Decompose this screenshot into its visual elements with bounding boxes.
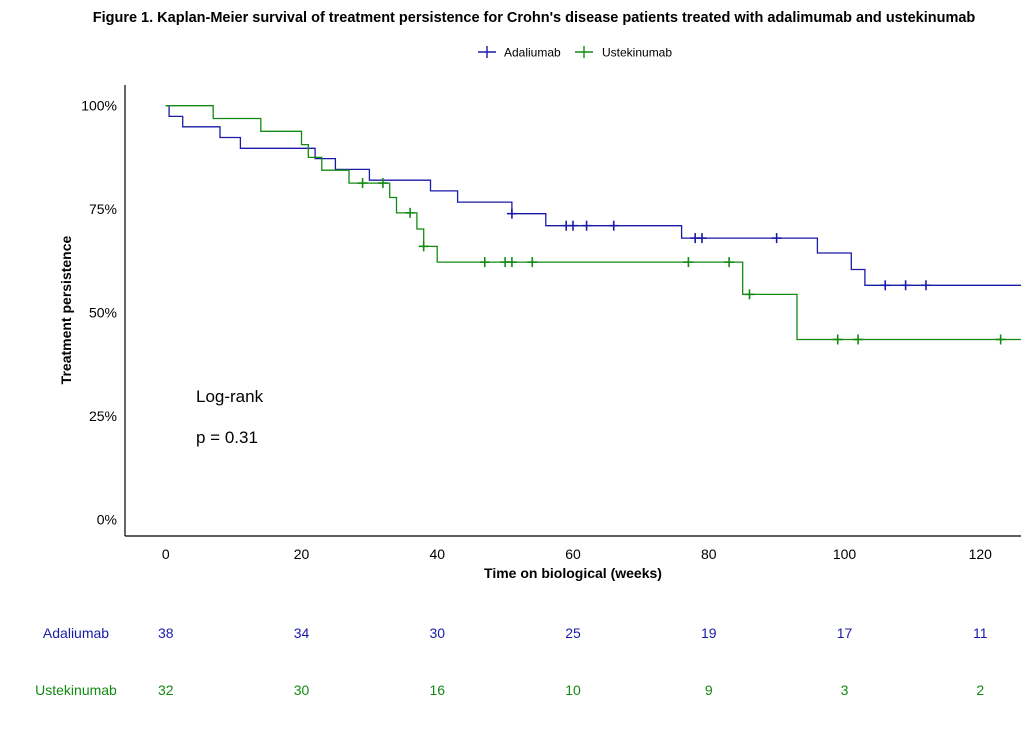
censor-mark-ustekinumab	[995, 334, 1006, 345]
legend-item-adalimumab: Adaliumab	[478, 46, 561, 60]
x-tick-label: 20	[294, 546, 310, 562]
legend-label-ustekinumab: Ustekinumab	[602, 46, 672, 60]
survival-curve-adalimumab	[165, 105, 1021, 286]
y-tick-label: 75%	[89, 201, 117, 217]
censor-mark-ustekinumab	[377, 178, 388, 189]
survival-curve-ustekinumab	[165, 105, 1021, 341]
y-axis-title: Treatment persistence	[58, 235, 74, 384]
risk-table-value: 30	[429, 625, 445, 641]
x-tick-label: 0	[162, 546, 170, 562]
censor-mark-ustekinumab	[506, 257, 517, 268]
censor-mark-ustekinumab	[724, 257, 735, 268]
x-tick-labels: 0 20 40 60 80 100 120	[162, 546, 992, 562]
censor-mark-adalimumab	[900, 280, 911, 291]
legend-item-ustekinumab: Ustekinumab	[575, 46, 672, 60]
x-axis-title: Time on biological (weeks)	[484, 565, 662, 581]
censor-mark-adalimumab	[608, 220, 619, 231]
risk-table-value: 17	[837, 625, 853, 641]
chart-title: Figure 1. Kaplan-Meier survival of treat…	[93, 10, 976, 26]
legend: Adaliumab Ustekinumab	[478, 46, 672, 60]
risk-table-value: 19	[701, 625, 717, 641]
censor-mark-ustekinumab	[744, 289, 755, 300]
censor-mark-ustekinumab	[527, 257, 538, 268]
censor-mark-ustekinumab	[418, 241, 429, 252]
survival-curves	[165, 105, 1021, 345]
risk-table-row-label: Adaliumab	[43, 625, 109, 641]
censor-mark-adalimumab	[581, 220, 592, 231]
risk-table-value: 11	[973, 625, 988, 641]
y-tick-label: 0%	[97, 511, 117, 527]
risk-table-value: 16	[429, 682, 445, 698]
p-value-label: p = 0.31	[196, 428, 258, 447]
risk-table-value: 34	[294, 625, 310, 641]
y-tick-labels: 0% 25% 50% 75% 100%	[81, 98, 117, 528]
x-tick-label: 60	[565, 546, 581, 562]
risk-table-value: 3	[841, 682, 849, 698]
censor-mark-adalimumab	[920, 280, 931, 291]
logrank-label: Log-rank	[196, 387, 264, 406]
x-tick-label: 40	[429, 546, 445, 562]
y-tick-label: 25%	[89, 408, 117, 424]
censor-mark-ustekinumab	[479, 257, 490, 268]
censor-mark-ustekinumab	[832, 334, 843, 345]
censor-mark-ustekinumab	[853, 334, 864, 345]
censor-mark-adalimumab	[771, 233, 782, 244]
x-tick-label: 80	[701, 546, 717, 562]
risk-table-value: 38	[158, 625, 174, 641]
axes	[124, 85, 1021, 537]
risk-table-value: 25	[565, 625, 581, 641]
risk-table-value: 32	[158, 682, 174, 698]
censor-mark-ustekinumab	[357, 178, 368, 189]
y-tick-label: 100%	[81, 98, 117, 114]
censor-mark-ustekinumab	[405, 207, 416, 218]
censor-mark-adalimumab	[880, 280, 891, 291]
censor-mark-adalimumab	[506, 208, 517, 219]
x-tick-label: 120	[969, 546, 993, 562]
risk-table-value: 10	[565, 682, 581, 698]
censor-mark-adalimumab	[568, 220, 578, 231]
risk-table-value: 30	[294, 682, 310, 698]
risk-table-value: 2	[976, 682, 984, 698]
risk-table-row-label: Ustekinumab	[35, 682, 117, 698]
y-tick-label: 50%	[89, 305, 117, 321]
censor-mark-adalimumab	[696, 233, 707, 244]
legend-label-adalimumab: Adaliumab	[504, 46, 561, 60]
risk-table-value: 9	[705, 682, 713, 698]
censor-mark-ustekinumab	[683, 257, 694, 268]
x-tick-label: 100	[833, 546, 857, 562]
